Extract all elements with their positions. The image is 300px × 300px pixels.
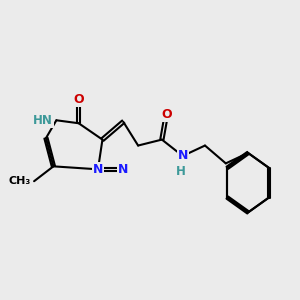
Text: HN: HN [33,114,53,127]
Text: N: N [93,163,103,176]
Text: N: N [178,149,188,162]
Text: H: H [176,165,186,178]
Text: N: N [118,163,128,176]
Text: O: O [74,93,84,106]
Text: CH₃: CH₃ [9,176,31,186]
Text: O: O [161,108,172,121]
